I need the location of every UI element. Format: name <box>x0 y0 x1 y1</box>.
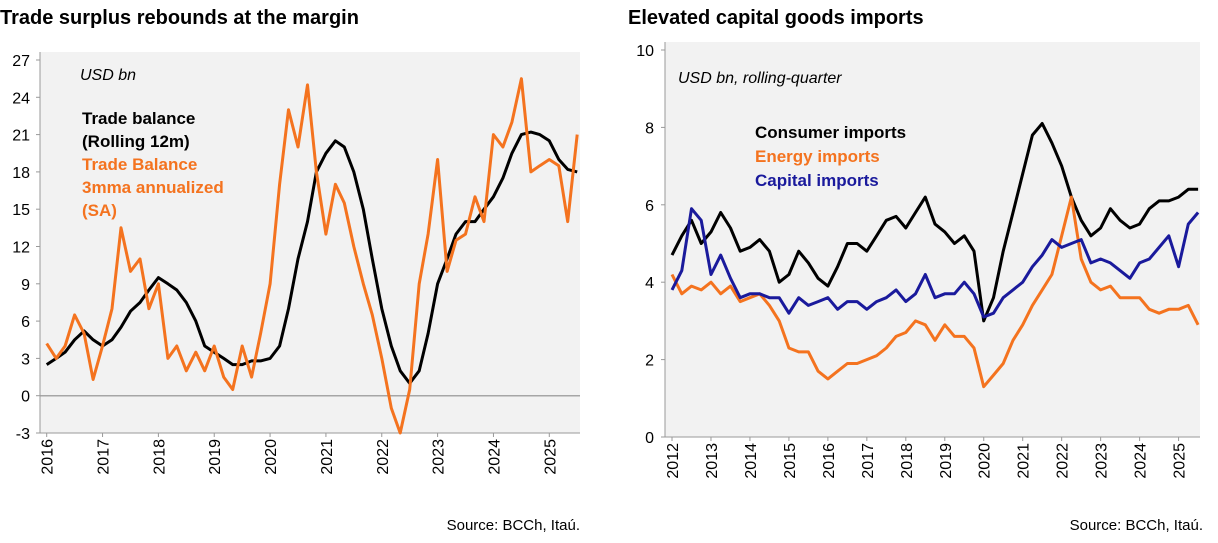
x-tick-label: 2019 <box>938 443 955 479</box>
y-tick-label: 27 <box>12 53 30 70</box>
plot-background <box>665 42 1200 437</box>
x-tick-label: 2021 <box>319 439 336 475</box>
series-line <box>45 77 579 435</box>
x-tick-label: 2024 <box>486 439 503 475</box>
series-line <box>670 207 1200 319</box>
annotation: USD bn <box>80 67 136 84</box>
series-line <box>670 122 1199 323</box>
x-tick-label: 2016 <box>40 439 57 475</box>
y-tick-label: 15 <box>12 202 30 219</box>
legend-entry: Consumer imports <box>755 123 906 142</box>
y-tick-label: 10 <box>636 43 654 60</box>
x-tick-label: 2021 <box>1016 443 1033 479</box>
x-tick-label: 2017 <box>860 443 877 479</box>
x-tick-label: 2022 <box>1055 443 1072 479</box>
x-tick-label: 2017 <box>96 439 113 475</box>
y-tick-label: 2 <box>645 353 654 370</box>
x-tick-label: 2022 <box>375 439 392 475</box>
source: Source: BCCh, Itaú. <box>1070 517 1203 534</box>
y-tick-label: 12 <box>12 240 30 257</box>
series-group <box>45 77 579 435</box>
y-tick-label: 0 <box>645 430 654 447</box>
chart-title: Trade surplus rebounds at the margin <box>0 7 359 29</box>
x-tick-label: 2014 <box>743 443 760 479</box>
x-tick-label: 2018 <box>151 439 168 475</box>
y-tick-label: 3 <box>21 351 30 368</box>
x-tick-label: 2020 <box>977 443 994 479</box>
x-tick-label: 2023 <box>1094 443 1111 479</box>
legend-entry: Trade Balance 3mma annualized (SA) <box>82 155 224 220</box>
x-tick-label: 2025 <box>542 439 559 475</box>
y-tick-label: 0 <box>21 389 30 406</box>
legend-entry: Capital imports <box>755 171 879 190</box>
x-tick-label: 2015 <box>782 443 799 479</box>
x-tick-label: 2019 <box>207 439 224 475</box>
x-tick-label: 2018 <box>899 443 916 479</box>
source: Source: BCCh, Itaú. <box>447 517 580 534</box>
series-line <box>45 130 578 385</box>
y-tick-label: 21 <box>12 128 30 145</box>
legend-entry: Trade balance (Rolling 12m) <box>82 109 195 151</box>
y-tick-label: 8 <box>645 120 654 137</box>
annotation: USD bn, rolling-quarter <box>678 70 842 87</box>
x-tick-label: 2024 <box>1133 443 1150 479</box>
y-tick-label: 4 <box>645 275 654 292</box>
y-tick-label: 9 <box>21 277 30 294</box>
y-tick-label: 24 <box>12 90 30 107</box>
y-tick-label: -3 <box>16 426 30 443</box>
y-tick-label: 6 <box>645 198 654 215</box>
x-tick-label: 2016 <box>821 443 838 479</box>
x-tick-label: 2023 <box>431 439 448 475</box>
x-tick-label: 2012 <box>665 443 682 479</box>
x-tick-label: 2013 <box>704 443 721 479</box>
series-group <box>670 122 1200 389</box>
x-tick-label: 2020 <box>263 439 280 475</box>
x-tick-label: 2025 <box>1172 443 1189 479</box>
legend-entry: Energy imports <box>755 147 880 166</box>
y-tick-label: 6 <box>21 314 30 331</box>
y-tick-label: 18 <box>12 165 30 182</box>
chart-title: Elevated capital goods imports <box>628 7 924 29</box>
